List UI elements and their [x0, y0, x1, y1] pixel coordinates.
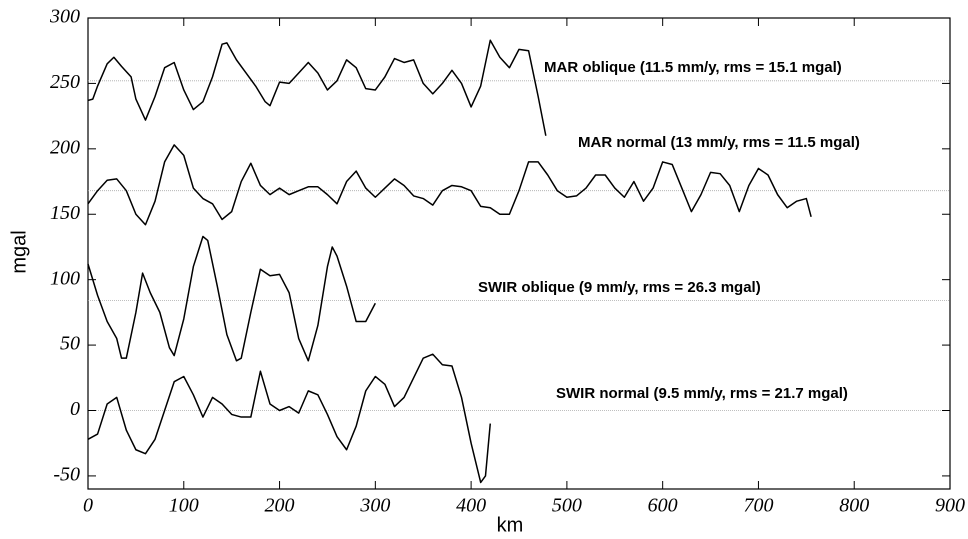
profile-line — [87, 39, 547, 136]
x-tick-label: 400 — [456, 495, 486, 517]
x-tick-label: 100 — [169, 495, 199, 517]
profile-line — [87, 235, 376, 362]
y-tick-label: 0 — [70, 398, 80, 420]
y-axis-label: mgal — [8, 230, 30, 273]
x-tick-label: 300 — [359, 495, 390, 517]
y-tick-label: 50 — [60, 333, 80, 355]
x-tick-label: 0 — [83, 495, 93, 517]
annotation: SWIR oblique (9 mm/y, rms = 26.3 mgal) — [478, 279, 761, 296]
x-tick-label: 600 — [648, 495, 678, 517]
x-tick-label: 800 — [839, 495, 869, 517]
annotation: MAR normal (13 mm/y, rms = 11.5 mgal) — [578, 134, 860, 151]
y-tick-label: 150 — [50, 202, 80, 224]
y-tick-label: 300 — [49, 6, 80, 28]
y-tick-label: 200 — [50, 136, 80, 158]
x-tick-label: 200 — [265, 495, 295, 517]
x-tick-label: 900 — [935, 495, 965, 517]
y-tick-label: 100 — [50, 267, 80, 289]
annotation: SWIR normal (9.5 mm/y, rms = 21.7 mgal) — [556, 385, 848, 402]
y-tick-label: -50 — [53, 464, 80, 486]
x-tick-label: 700 — [743, 495, 773, 517]
x-axis-label: km — [497, 514, 524, 536]
profile-line — [87, 144, 812, 226]
x-tick-label: 500 — [552, 495, 582, 517]
y-tick-label: 250 — [50, 71, 80, 93]
profile-line — [87, 353, 492, 484]
annotation: MAR oblique (11.5 mm/y, rms = 15.1 mgal) — [544, 59, 842, 76]
plot-frame — [87, 17, 951, 490]
